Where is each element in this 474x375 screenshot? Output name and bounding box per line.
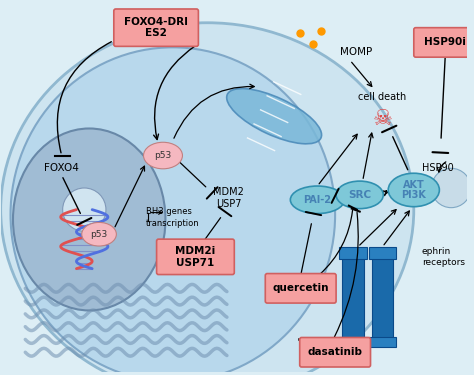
Ellipse shape xyxy=(144,142,182,169)
Ellipse shape xyxy=(291,186,345,214)
Text: HSP90i: HSP90i xyxy=(424,38,466,47)
Text: MDM2
USP7: MDM2 USP7 xyxy=(213,187,244,209)
Text: MOMP: MOMP xyxy=(340,47,372,57)
Text: HSP90: HSP90 xyxy=(421,164,453,173)
Ellipse shape xyxy=(82,222,116,246)
FancyBboxPatch shape xyxy=(114,9,199,46)
Circle shape xyxy=(63,188,106,231)
Text: p53: p53 xyxy=(155,151,172,160)
FancyBboxPatch shape xyxy=(300,338,371,367)
Bar xyxy=(369,247,396,259)
Ellipse shape xyxy=(0,23,414,375)
Text: AKT
PI3K: AKT PI3K xyxy=(401,180,426,200)
Text: FOXO4-DRI
ES2: FOXO4-DRI ES2 xyxy=(124,17,188,39)
Ellipse shape xyxy=(336,181,383,209)
Text: BH3 genes
transcription: BH3 genes transcription xyxy=(146,207,200,228)
Ellipse shape xyxy=(13,129,165,310)
Text: p53: p53 xyxy=(91,230,108,239)
Ellipse shape xyxy=(10,47,335,375)
Text: quercetin: quercetin xyxy=(273,284,329,293)
Bar xyxy=(372,254,393,340)
FancyBboxPatch shape xyxy=(156,239,234,274)
Text: SRC: SRC xyxy=(348,190,371,200)
Text: FOXO4: FOXO4 xyxy=(44,164,79,173)
Bar xyxy=(342,254,364,340)
Ellipse shape xyxy=(388,173,439,207)
Text: MDM2i
USP71: MDM2i USP71 xyxy=(175,246,216,268)
Text: dasatinib: dasatinib xyxy=(308,347,363,357)
Text: PAI-2: PAI-2 xyxy=(303,195,331,205)
Text: cell death: cell death xyxy=(358,92,406,102)
FancyBboxPatch shape xyxy=(265,274,336,303)
Bar xyxy=(369,338,396,347)
Bar xyxy=(339,338,366,347)
Ellipse shape xyxy=(227,88,321,144)
FancyBboxPatch shape xyxy=(414,28,474,57)
Text: ephrin
receptors: ephrin receptors xyxy=(422,247,465,267)
Circle shape xyxy=(431,168,471,208)
Text: ☠: ☠ xyxy=(372,109,392,129)
Bar xyxy=(339,247,366,259)
